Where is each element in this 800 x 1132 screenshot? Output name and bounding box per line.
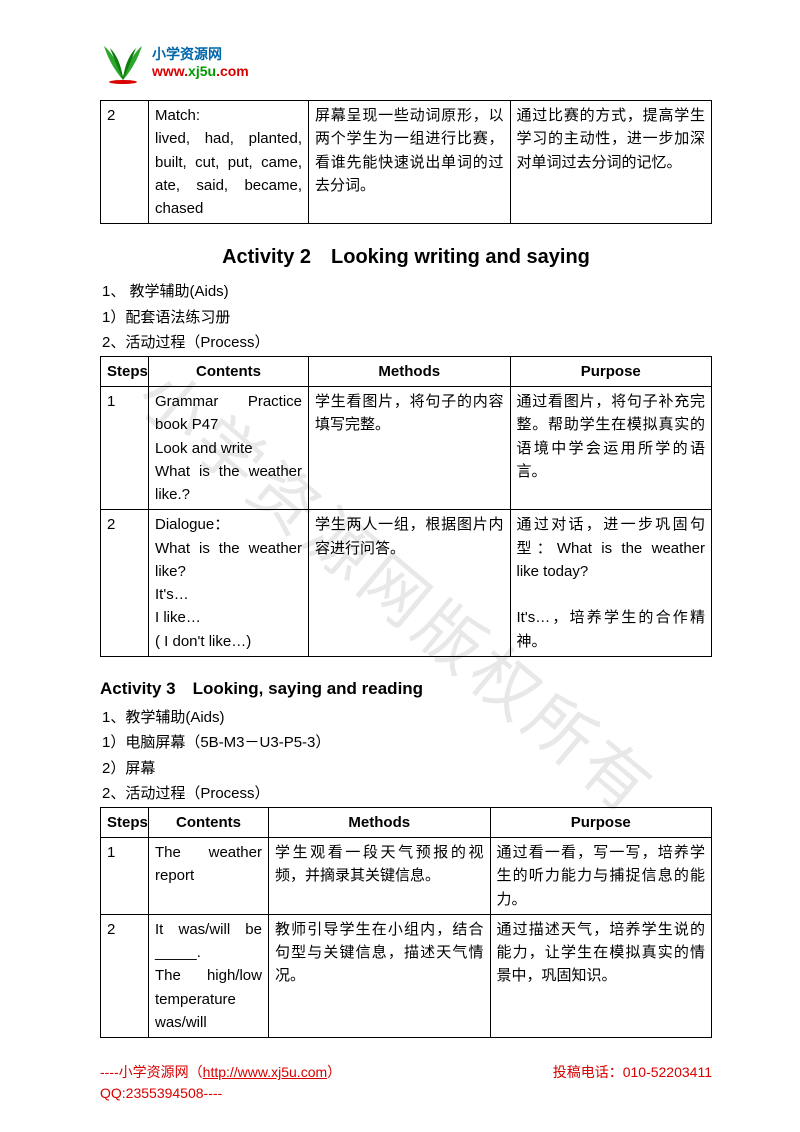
- footer-text: ）: [327, 1064, 341, 1080]
- table-row: 2 Dialogue： What is the weather like? It…: [101, 510, 712, 657]
- footer-link[interactable]: http://www.xj5u.com: [203, 1064, 328, 1080]
- cell-step: 1: [101, 838, 149, 915]
- cell-methods: 教师引导学生在小组内，结合句型与关键信息，描述天气情况。: [269, 914, 491, 1037]
- table-row: 2 Match: lived, had, planted, built, cut…: [101, 101, 712, 224]
- th-steps: Steps: [101, 356, 149, 386]
- table-row: 1 Grammar Practice book P47 Look and wri…: [101, 387, 712, 510]
- footer: ----小学资源网（http://www.xj5u.com） QQ:235539…: [100, 1062, 712, 1104]
- logo-url: www.xj5u.com: [152, 63, 249, 80]
- footer-left: ----小学资源网（http://www.xj5u.com） QQ:235539…: [100, 1062, 341, 1104]
- logo-icon: [100, 40, 146, 86]
- cell-contents: The weather report: [149, 838, 269, 915]
- page-content: 小学资源网 www.xj5u.com 2 Match: lived, had, …: [100, 40, 712, 1038]
- cell-contents: Match: lived, had, planted, built, cut, …: [149, 101, 309, 224]
- table-activity2: Steps Contents Methods Purpose 1 Grammar…: [100, 356, 712, 657]
- cell-methods: 学生看图片，将句子的内容填写完整。: [309, 387, 511, 510]
- th-methods: Methods: [269, 807, 491, 837]
- activity2-aids-label: 1、 教学辅助(Aids): [102, 279, 712, 305]
- cell-contents: Grammar Practice book P47 Look and write…: [149, 387, 309, 510]
- table-row: 1 The weather report 学生观看一段天气预报的视频，并摘录其关…: [101, 838, 712, 915]
- th-contents: Contents: [149, 807, 269, 837]
- activity3-process-label: 2、活动过程（Process）: [102, 781, 712, 807]
- cell-purpose: 通过对话，进一步巩固句型：What is the weather like to…: [510, 510, 712, 657]
- cell-contents: It was/will be _____. The high/low tempe…: [149, 914, 269, 1037]
- cell-purpose: 通过描述天气，培养学生说的能力，让学生在模拟真实的情景中，巩固知识。: [490, 914, 712, 1037]
- table-row: 2 It was/will be _____. The high/low tem…: [101, 914, 712, 1037]
- cell-methods: 屏幕呈现一些动词原形，以两个学生为一组进行比赛，看谁先能快速说出单词的过去分词。: [309, 101, 511, 224]
- activity3-aids-2: 2）屏幕: [102, 756, 712, 782]
- th-purpose: Purpose: [490, 807, 712, 837]
- cell-methods: 学生两人一组，根据图片内容进行问答。: [309, 510, 511, 657]
- activity2-title: Activity 2 Looking writing and saying: [100, 246, 712, 269]
- cell-purpose: 通过看图片，将句子补充完整。帮助学生在模拟真实的语境中学会运用所学的语言。: [510, 387, 712, 510]
- activity3-aids-1: 1）电脑屏幕（5B-M3－U3-P5-3）: [102, 730, 712, 756]
- cell-contents: Dialogue： What is the weather like? It's…: [149, 510, 309, 657]
- th-methods: Methods: [309, 356, 511, 386]
- logo: 小学资源网 www.xj5u.com: [100, 40, 712, 86]
- table-activity1-cont: 2 Match: lived, had, planted, built, cut…: [100, 100, 712, 224]
- cell-step: 2: [101, 510, 149, 657]
- footer-qq: QQ:2355394508----: [100, 1083, 341, 1104]
- table-header-row: Steps Contents Methods Purpose: [101, 807, 712, 837]
- cell-purpose: 通过比赛的方式，提高学生学习的主动性，进一步加深对单词过去分词的记忆。: [510, 101, 712, 224]
- th-purpose: Purpose: [510, 356, 712, 386]
- footer-text: ----小学资源网（: [100, 1064, 203, 1080]
- activity2-aids-1: 1）配套语法练习册: [102, 305, 712, 331]
- activity2-process-label: 2、活动过程（Process）: [102, 330, 712, 356]
- cell-step: 2: [101, 914, 149, 1037]
- table-header-row: Steps Contents Methods Purpose: [101, 356, 712, 386]
- footer-right: 投稿电话：010-52203411: [553, 1062, 712, 1104]
- cell-purpose: 通过看一看，写一写，培养学生的听力能力与捕捉信息的能力。: [490, 838, 712, 915]
- activity3-aids-label: 1、教学辅助(Aids): [102, 705, 712, 731]
- activity3-title: Activity 3 Looking, saying and reading: [100, 679, 712, 699]
- logo-title: 小学资源网: [152, 46, 249, 63]
- table-activity3: Steps Contents Methods Purpose 1 The wea…: [100, 807, 712, 1038]
- th-contents: Contents: [149, 356, 309, 386]
- cell-step: 2: [101, 101, 149, 224]
- cell-step: 1: [101, 387, 149, 510]
- cell-methods: 学生观看一段天气预报的视频，并摘录其关键信息。: [269, 838, 491, 915]
- th-steps: Steps: [101, 807, 149, 837]
- logo-text: 小学资源网 www.xj5u.com: [152, 46, 249, 80]
